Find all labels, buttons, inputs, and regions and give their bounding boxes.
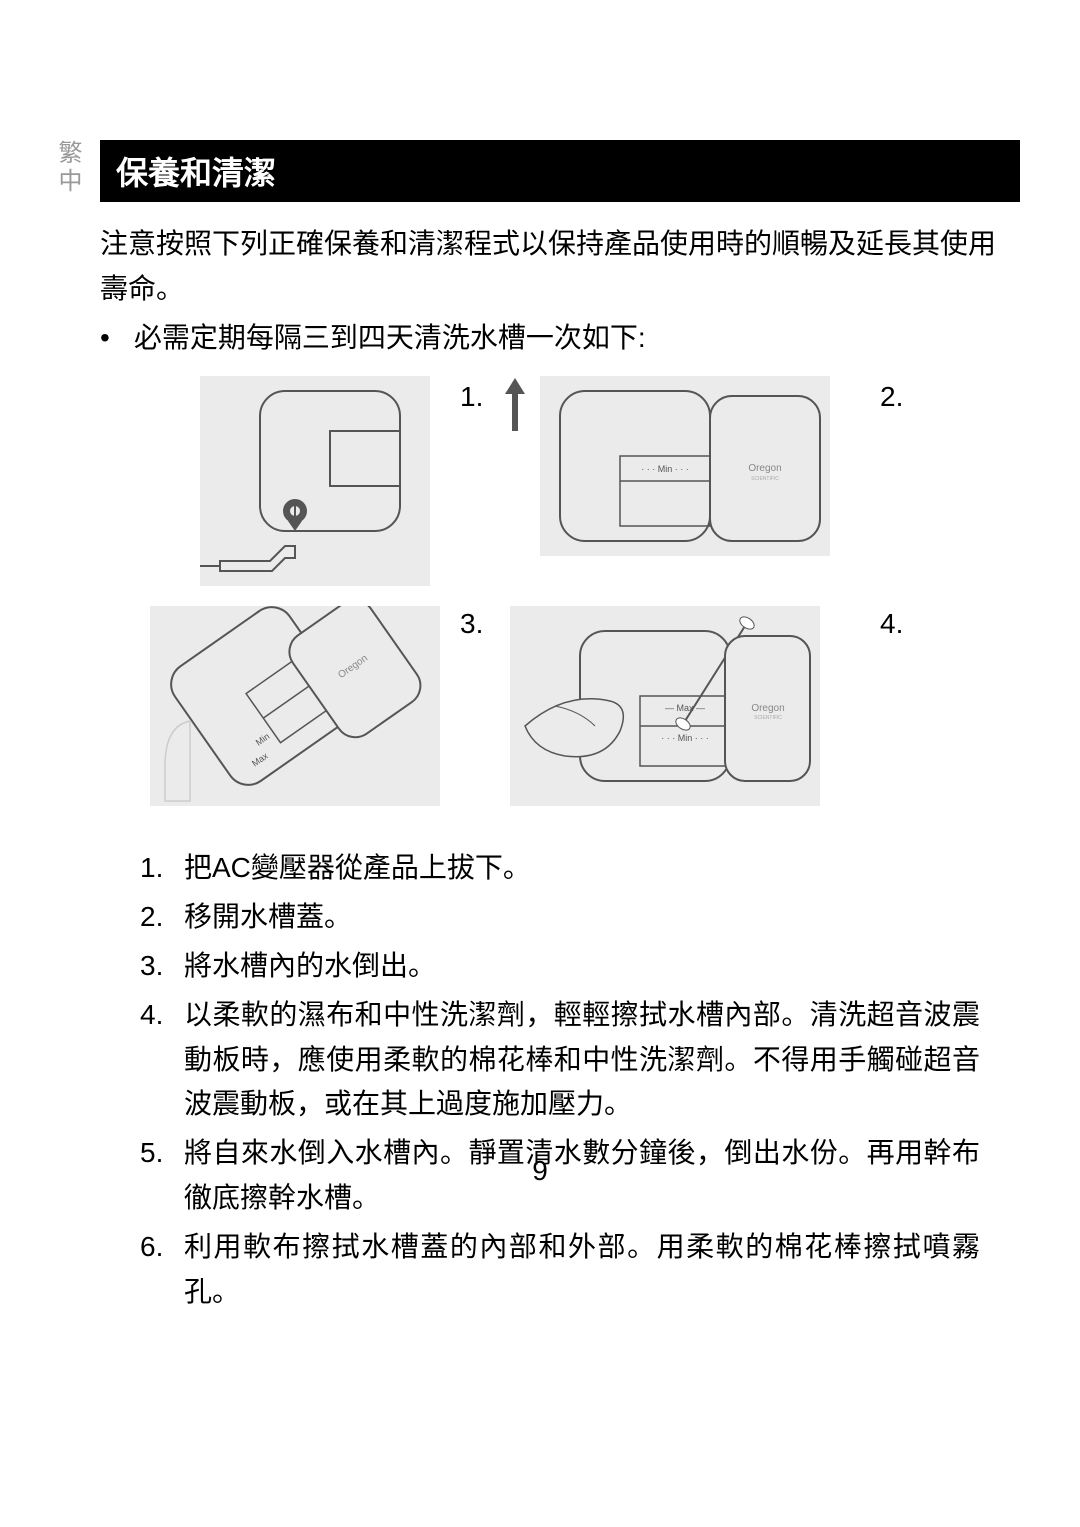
step-item: 3. 將水槽內的水倒出。	[140, 944, 980, 989]
svg-text:· · · Min · · ·: · · · Min · · ·	[661, 733, 709, 743]
page-number: 9	[532, 1155, 548, 1187]
section-header: 保養和清潔	[100, 140, 1020, 202]
figure-2-label: 2.	[880, 381, 903, 413]
bullet-dot: •	[100, 316, 110, 361]
intro-text: 注意按照下列正確保養和清潔程式以保持產品使用時的順暢及延長其使用壽命。	[100, 222, 1020, 312]
step-text: 將自來水倒入水槽內。靜置清水數分鐘後，倒出水份。再用幹布徹底擦幹水槽。	[184, 1131, 980, 1221]
step-number: 4.	[140, 993, 184, 1038]
step-number: 3.	[140, 944, 184, 989]
step-text: 移開水槽蓋。	[184, 895, 980, 940]
figure-4-label: 4.	[880, 608, 903, 640]
figure-2: · · · Min · · · Oregon SCIENTIFIC	[540, 376, 830, 556]
svg-text:Oregon: Oregon	[748, 463, 781, 474]
step-item: 4. 以柔軟的濕布和中性洗潔劑，輕輕擦拭水槽內部。清洗超音波震動板時，應使用柔軟…	[140, 993, 980, 1127]
step-item: 2. 移開水槽蓋。	[140, 895, 980, 940]
step-item: 5. 將自來水倒入水槽內。靜置清水數分鐘後，倒出水份。再用幹布徹底擦幹水槽。	[140, 1131, 980, 1221]
figure-3-label: 3.	[460, 608, 483, 640]
step-item: 1. 把AC變壓器從產品上拔下。	[140, 846, 980, 891]
figure-3: Min Max Oregon	[150, 606, 440, 806]
step-number: 2.	[140, 895, 184, 940]
bullet-item: • 必需定期每隔三到四天清洗水槽一次如下:	[100, 316, 1020, 361]
language-tab: 繁中	[50, 140, 85, 196]
svg-text:SCIENTIFIC: SCIENTIFIC	[751, 476, 779, 482]
svg-text:SCIENTIFIC: SCIENTIFIC	[754, 715, 782, 721]
step-number: 6.	[140, 1225, 184, 1270]
step-item: 6. 利用軟布擦拭水槽蓋的內部和外部。用柔軟的棉花棒擦拭噴霧孔。	[140, 1225, 980, 1315]
steps-list: 1. 把AC變壓器從產品上拔下。 2. 移開水槽蓋。 3. 將水槽內的水倒出。 …	[140, 846, 980, 1314]
step-text: 將水槽內的水倒出。	[184, 944, 980, 989]
svg-text:— Max —: — Max —	[665, 703, 705, 713]
figure-4: — Max — · · · Min · · · Oregon SCIENTIFI…	[510, 606, 820, 806]
diagram-area: 1. · · · Min · · · Oregon SCIENTIFIC	[140, 376, 980, 816]
step-text: 利用軟布擦拭水槽蓋的內部和外部。用柔軟的棉花棒擦拭噴霧孔。	[184, 1225, 980, 1315]
step-text: 把AC變壓器從產品上拔下。	[184, 846, 980, 891]
step-text: 以柔軟的濕布和中性洗潔劑，輕輕擦拭水槽內部。清洗超音波震動板時，應使用柔軟的棉花…	[184, 993, 980, 1127]
arrow-up-icon	[500, 376, 530, 436]
bullet-text: 必需定期每隔三到四天清洗水槽一次如下:	[134, 316, 646, 361]
figure-1-label: 1.	[460, 381, 483, 413]
svg-text:Oregon: Oregon	[751, 703, 784, 714]
svg-text:· · · Min · · ·: · · · Min · · ·	[641, 464, 689, 474]
step-number: 1.	[140, 846, 184, 891]
step-number: 5.	[140, 1131, 184, 1176]
figure-1	[200, 376, 430, 586]
